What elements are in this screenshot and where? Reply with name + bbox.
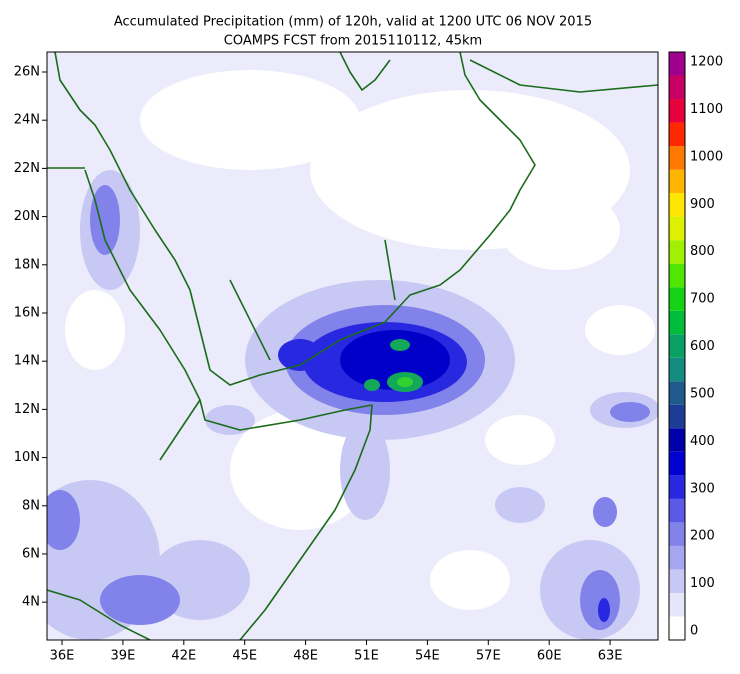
colorbar-band <box>669 428 685 452</box>
colorbar-band <box>669 616 685 640</box>
colorbar-band <box>669 545 685 570</box>
y-tick-label: 22N <box>14 161 40 176</box>
y-tick-label: 10N <box>14 450 40 465</box>
colorbar-band <box>669 451 685 476</box>
x-tick-label: 45E <box>232 649 257 664</box>
y-tick-label: 20N <box>14 209 40 224</box>
x-tick-label: 39E <box>111 649 136 664</box>
title: Accumulated Precipitation (mm) of 120h, … <box>114 15 592 30</box>
colorbar-band <box>669 75 685 100</box>
y-tick-label: 26N <box>14 65 40 80</box>
colorbar-label: 400 <box>690 434 715 449</box>
y-tick-label: 4N <box>22 595 40 610</box>
colorbar-band <box>669 475 685 499</box>
colorbar-label: 1100 <box>690 102 723 117</box>
coastlines <box>47 52 658 640</box>
colorbar-band <box>669 193 685 217</box>
colorbar-band <box>669 52 685 76</box>
colorbar-band <box>669 263 685 288</box>
colorbar-band <box>669 240 685 264</box>
x-tick-label: 60E <box>537 649 562 664</box>
y-tick-label: 6N <box>22 546 40 561</box>
y-tick-label: 24N <box>14 113 40 128</box>
colorbar-band <box>669 122 685 147</box>
x-tick-label: 48E <box>293 649 318 664</box>
x-tick-label: 57E <box>476 649 501 664</box>
colorbar-label: 700 <box>690 292 715 307</box>
colorbar-band <box>669 404 685 429</box>
colorbar-label: 1200 <box>690 55 723 70</box>
colorbar-band <box>669 169 685 194</box>
y-tick-label: 16N <box>14 305 40 320</box>
colorbar-label: 200 <box>690 529 715 544</box>
x-tick-label: 54E <box>415 649 440 664</box>
x-tick-label: 42E <box>171 649 196 664</box>
y-tick-label: 18N <box>14 257 40 272</box>
y-tick-label: 8N <box>22 498 40 513</box>
y-tick-label: 12N <box>14 402 40 417</box>
colorbar-band <box>669 498 685 523</box>
colorbar-label: 100 <box>690 576 715 591</box>
colorbar-label: 300 <box>690 481 715 496</box>
x-tick-label: 63E <box>598 649 623 664</box>
colorbar-band <box>669 310 685 335</box>
colorbar-band <box>669 357 685 382</box>
colorbar-label: 1000 <box>690 149 723 164</box>
colorbar-label: 500 <box>690 386 715 401</box>
colorbar-band <box>669 287 685 311</box>
map-frame <box>46 51 659 641</box>
x-tick-label: 36E <box>50 649 75 664</box>
colorbar-band <box>669 522 685 546</box>
colorbar-band <box>669 99 685 123</box>
colorbar-label: 900 <box>690 197 715 212</box>
colorbar-band <box>669 216 685 241</box>
colorbar-label: 600 <box>690 339 715 354</box>
colorbar-label: 800 <box>690 244 715 259</box>
colorbar-frame <box>668 51 686 641</box>
colorbar-band <box>669 592 685 617</box>
colorbar-band <box>669 146 685 170</box>
colorbar-band <box>669 381 685 405</box>
colorbar-label: 0 <box>690 624 698 639</box>
x-tick-label: 51E <box>354 649 379 664</box>
subtitle: COAMPS FCST from 2015110112, 45km <box>224 34 482 49</box>
y-tick-label: 14N <box>14 354 40 369</box>
precip-field <box>47 52 658 640</box>
colorbar-band <box>669 569 685 593</box>
colorbar-band <box>669 334 685 358</box>
